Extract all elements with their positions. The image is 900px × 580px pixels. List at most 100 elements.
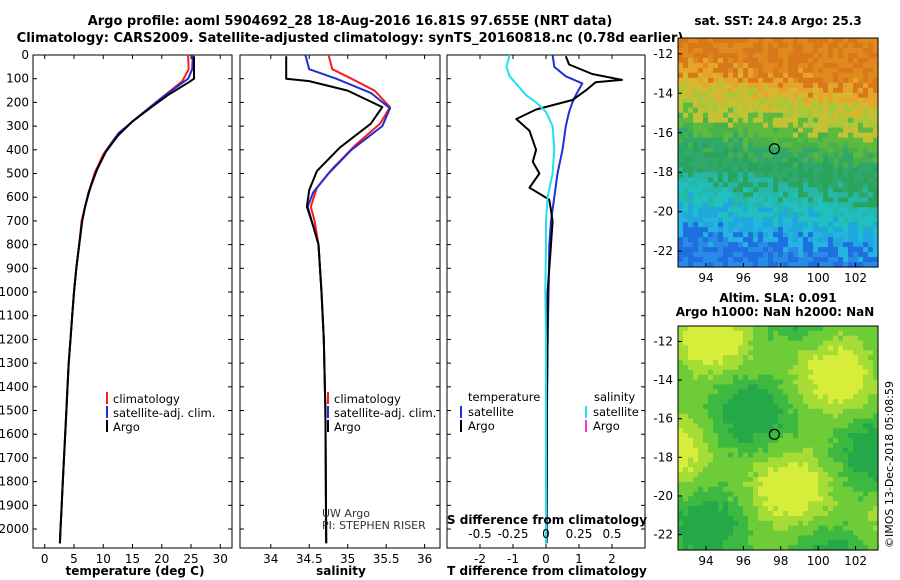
map-cell: [773, 222, 779, 228]
map-cell: [818, 428, 824, 434]
map-cell: [748, 335, 754, 342]
map-cell: [828, 97, 834, 104]
map-cell: [773, 350, 779, 356]
map-cell: [693, 423, 699, 429]
map-cell: [863, 457, 869, 463]
map-cell: [708, 384, 714, 390]
map-cell: [793, 394, 799, 400]
map-cell: [858, 62, 864, 69]
map-cell: [688, 182, 694, 188]
map-cell: [748, 345, 754, 351]
map-cell: [858, 102, 864, 109]
map-cell: [858, 457, 864, 463]
map-cell: [743, 122, 749, 129]
map-cell: [868, 545, 874, 551]
map-cell: [723, 457, 729, 463]
map-cell: [753, 374, 759, 381]
map-cell: [863, 77, 869, 84]
map-cell: [763, 350, 769, 356]
map-cell: [753, 92, 759, 99]
map-cell: [688, 355, 694, 361]
depth-tick-label: 1800: [0, 475, 29, 489]
map-cell: [698, 212, 704, 218]
map-cell: [723, 52, 729, 59]
map-cell: [698, 227, 704, 233]
map-cell: [813, 511, 819, 517]
map-cell: [758, 345, 764, 351]
map-cell: [693, 403, 699, 410]
x-tick-label: 35.5: [373, 552, 400, 566]
map-cell: [853, 438, 859, 444]
map-cell: [818, 187, 824, 193]
map-cell: [808, 177, 814, 183]
map-cell: [773, 57, 779, 64]
map-cell: [828, 67, 834, 74]
map-cell: [778, 132, 784, 139]
map-cell: [763, 57, 769, 64]
temperature-panel: 0100200300400500600700800900100011001200…: [0, 48, 233, 566]
map-cell: [798, 335, 804, 342]
map-cell: [678, 48, 684, 54]
map-cell: [843, 48, 849, 54]
map-cell: [833, 227, 839, 233]
map-cell: [858, 330, 864, 337]
map-cell: [703, 192, 709, 198]
map-cell: [783, 127, 789, 134]
map-cell: [788, 457, 794, 463]
map-cell: [803, 326, 809, 332]
map-cell: [843, 212, 849, 218]
map-cell: [798, 350, 804, 356]
map-cell: [863, 207, 869, 213]
s-difference-ticks: -0.5 -0.25 0 0.25 0.5: [468, 527, 621, 541]
map-cell: [728, 447, 734, 454]
map-cell: [768, 423, 774, 429]
map-cell: [808, 172, 814, 178]
map-cell: [738, 330, 744, 337]
map-cell: [818, 72, 824, 79]
map-cell: [728, 442, 734, 449]
map-cell: [693, 345, 699, 351]
map-cell: [848, 350, 854, 356]
map-cell: [803, 97, 809, 104]
map-cell: [853, 232, 859, 238]
map-cell: [688, 394, 694, 400]
map-cell: [778, 252, 784, 258]
map-cell: [728, 457, 734, 463]
map-cell: [838, 418, 844, 424]
map-cell: [833, 57, 839, 64]
map-cell: [818, 147, 824, 154]
map-cell: [728, 408, 734, 415]
map-cell: [758, 326, 764, 332]
map-cell: [813, 330, 819, 337]
map-cell: [788, 207, 794, 213]
map-cell: [678, 212, 684, 218]
map-cell: [688, 340, 694, 347]
map-cell: [788, 43, 794, 49]
map-cell: [803, 237, 809, 243]
map-cell: [833, 365, 839, 371]
map-cell: [688, 399, 694, 405]
map-cell: [753, 481, 759, 488]
map-cell: [853, 38, 859, 44]
map-cell: [858, 438, 864, 444]
map-cell: [838, 501, 844, 507]
map-cell: [858, 38, 864, 44]
map-cell: [818, 152, 824, 159]
map-cell: [703, 525, 709, 532]
map-cell: [838, 172, 844, 178]
map-cell: [683, 192, 689, 198]
map-cell: [768, 403, 774, 410]
map-cell: [768, 207, 774, 213]
map-cell: [783, 227, 789, 233]
map-cell: [768, 442, 774, 449]
map-cell: [818, 399, 824, 405]
map-cell: [848, 491, 854, 498]
map-cell: [818, 545, 824, 551]
map-cell: [723, 107, 729, 114]
map-cell: [858, 167, 864, 173]
map-cell: [683, 355, 689, 361]
map-cell: [703, 122, 709, 129]
map-cell: [833, 177, 839, 183]
salinity-panel: 34 34.5 35 35.5 36: [239, 54, 441, 566]
map-cell: [793, 408, 799, 415]
